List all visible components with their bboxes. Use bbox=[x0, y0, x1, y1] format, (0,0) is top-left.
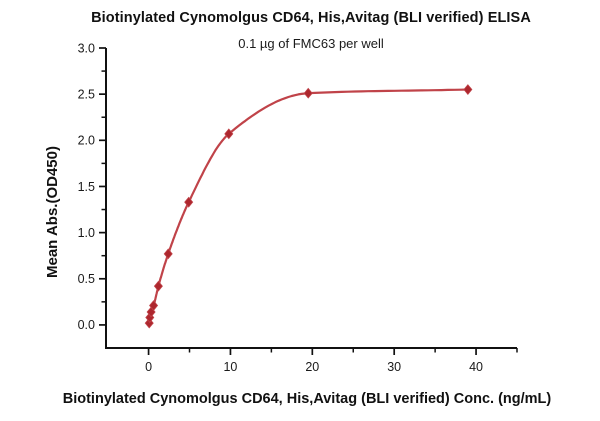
y-tick-label: 0.0 bbox=[78, 318, 95, 332]
data-point-marker bbox=[153, 280, 163, 292]
x-tick-label: 20 bbox=[305, 360, 319, 374]
y-tick-label: 2.0 bbox=[78, 134, 95, 148]
chart-subtitle: 0.1 µg of FMC63 per well bbox=[238, 36, 384, 51]
y-tick-label: 2.5 bbox=[78, 87, 95, 101]
data-point-marker bbox=[303, 87, 313, 99]
data-point-marker bbox=[463, 84, 473, 95]
axis-spines bbox=[105, 48, 517, 349]
data-point-marker bbox=[145, 312, 155, 323]
data-point-marker bbox=[163, 248, 173, 260]
x-tick-label: 40 bbox=[469, 360, 483, 374]
fit-curve bbox=[148, 88, 469, 325]
x-tick-label: 30 bbox=[387, 360, 401, 374]
data-point-marker bbox=[224, 128, 234, 140]
x-axis-title: Biotinylated Cynomolgus CD64, His,Avitag… bbox=[62, 391, 552, 407]
x-tick-label: 0 bbox=[145, 360, 152, 374]
data-point-marker bbox=[149, 300, 159, 311]
y-tick-label: 1.5 bbox=[78, 180, 95, 194]
chart-title: Biotinylated Cynomolgus CD64, His,Avitag… bbox=[91, 10, 531, 26]
y-tick-label: 0.5 bbox=[78, 272, 95, 286]
y-tick-label: 3.0 bbox=[78, 41, 95, 55]
data-point-marker bbox=[184, 196, 194, 208]
y-tick-label: 1.0 bbox=[78, 226, 95, 240]
x-tick-label: 10 bbox=[223, 360, 237, 374]
data-point-marker bbox=[144, 317, 154, 329]
